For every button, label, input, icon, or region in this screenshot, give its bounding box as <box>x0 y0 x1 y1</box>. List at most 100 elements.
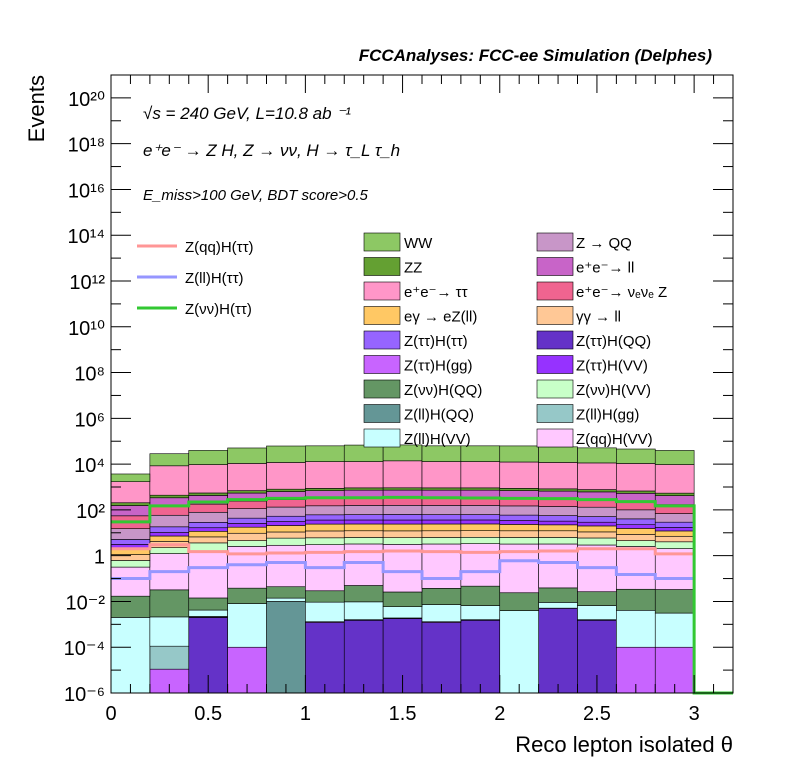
bar-egamma_eZ-7 <box>382 523 423 532</box>
bar-WW-3 <box>227 447 267 464</box>
bar-ZtautauHVV-8 <box>421 519 462 525</box>
legend-swatch-ee_tautau <box>363 281 401 301</box>
bar-ZtautauHtautau-10 <box>499 514 539 521</box>
legend-swatch-ZZ <box>363 257 401 276</box>
legend-swatch-ZnunuHVV <box>536 379 574 399</box>
bar-ZllHVV-2 <box>188 609 228 617</box>
bar-ZtautauHtautau-7 <box>382 514 423 521</box>
bar-ZqqHVV-9 <box>460 543 501 587</box>
legend-label-sig_qq: Z(qq)H(ττ) <box>185 239 254 256</box>
legend-label-sig_ll: Z(ll)H(ττ) <box>185 270 244 287</box>
legend-swatch-ZqqHVV <box>536 428 574 448</box>
legend-label-Z_QQ: Z → QQ <box>576 235 632 252</box>
legend-label-ZtautauHQQ: Z(ττ)H(QQ) <box>576 333 651 350</box>
legend-swatch-ZnunuHQQ <box>363 379 401 399</box>
bar-ZnunuHQQ-3 <box>227 587 267 604</box>
bar-ZnunuHVV-0 <box>110 560 151 568</box>
bar-ee_tautau-11 <box>538 462 578 490</box>
bar-ZtautauHVV-4 <box>266 521 306 526</box>
bar-ZnunuHQQ-13 <box>616 588 656 611</box>
line-sig_ll <box>111 559 695 581</box>
x-tick-label-2: 1 <box>300 703 311 725</box>
legend-label-ZZ: ZZ <box>404 260 422 277</box>
legend-label-ZllHgg: Z(ll)H(gg) <box>576 407 639 424</box>
legend-label-sig_nunu: Z(νν)H(ττ) <box>185 301 252 318</box>
bar-ZtautauHVV-5 <box>305 519 345 525</box>
bar-Z_QQ-8 <box>421 505 462 515</box>
bar-Z_QQ-1 <box>149 514 190 528</box>
bar-ZtautauHtautau-1 <box>149 526 190 533</box>
legend-swatch-Z_QQ <box>536 232 574 252</box>
bar-WW-8 <box>421 445 462 462</box>
bar-ee_tautau-13 <box>616 463 656 492</box>
bar-egamma_eZ-10 <box>499 524 539 532</box>
bar-ee_tautau-5 <box>305 461 345 489</box>
legend-swatch-WW <box>363 232 401 252</box>
bar-ee_tautau-9 <box>460 461 501 489</box>
bar-Z_QQ-11 <box>538 506 578 516</box>
legend-label-ZtautauHtautau: Z(ττ)H(ττ) <box>404 333 468 350</box>
bar-ee_tautau-8 <box>421 461 462 489</box>
bar-WW-13 <box>616 448 656 464</box>
legend-swatch-ZtautauHgg <box>363 355 401 374</box>
bar-ZtautauHVV-3 <box>227 523 267 528</box>
bar-egamma_eZ-5 <box>305 523 345 532</box>
y-tick-label-8: 10¹⁰ <box>68 318 105 340</box>
legend-label-ZllHQQ: Z(ll)H(QQ) <box>404 407 474 424</box>
bar-ZZ-10 <box>499 488 539 491</box>
bar-WW-10 <box>499 445 539 463</box>
bar-ee_nunuZ-5 <box>305 498 345 507</box>
bar-ZtautauHtautau-2 <box>188 522 228 529</box>
bar-WW-5 <box>305 445 345 462</box>
bar-ZnunuHQQ-7 <box>382 591 423 607</box>
annotation-cuts: E_miss>100 GeV, BDT score>0.5 <box>143 187 368 204</box>
bar-WW-12 <box>577 447 617 464</box>
bar-gammagamma_ll-5 <box>305 530 345 539</box>
bar-Z_QQ-0 <box>110 528 151 540</box>
bar-Z_QQ-5 <box>305 505 345 516</box>
bar-ZZ-11 <box>538 488 578 492</box>
bar-ZnunuHQQ-5 <box>305 590 345 603</box>
bar-ZtautauHQQ-5 <box>305 622 345 694</box>
bar-ZllHgg-1 <box>149 645 190 670</box>
bar-ZnunuHVV-1 <box>149 547 190 554</box>
bar-ZnunuHQQ-6 <box>343 585 384 603</box>
bar-Z_QQ-7 <box>382 505 423 515</box>
bar-egamma_eZ-14 <box>654 530 695 537</box>
legend-label-egamma_eZ: eγ → eZ(ll) <box>404 309 477 326</box>
bar-ZtautauHVV-9 <box>460 519 501 525</box>
bar-ee_nunuZ-4 <box>266 499 306 508</box>
y-tick-label-10: 10¹⁴ <box>68 226 106 248</box>
bar-gammagamma_ll-6 <box>343 530 384 538</box>
bar-Z_QQ-12 <box>577 506 617 517</box>
bar-WW-14 <box>654 450 695 465</box>
legend-swatch-ZllHgg <box>536 404 574 423</box>
y-tick-label-2: 10⁻² <box>66 592 106 614</box>
bar-ZtautauHtautau-4 <box>266 515 306 522</box>
bar-ZZ-1 <box>149 494 190 499</box>
bar-gammagamma_ll-13 <box>616 534 656 541</box>
bar-WW-4 <box>266 445 306 463</box>
y-tick-label-11: 10¹⁶ <box>68 180 105 202</box>
bar-ZnunuHVV-12 <box>577 537 617 546</box>
bar-ZtautauHQQ-11 <box>538 608 578 694</box>
bar-gammagamma_ll-4 <box>266 531 306 539</box>
bar-ee_tautau-1 <box>149 465 190 496</box>
bar-ee_nunuZ-2 <box>188 503 228 513</box>
bar-gammagamma_ll-3 <box>227 532 267 541</box>
bar-egamma_eZ-1 <box>149 535 190 542</box>
bar-ZtautauHVV-7 <box>382 519 423 525</box>
y-tick-label-9: 10¹² <box>69 272 105 294</box>
bar-ZnunuHQQ-1 <box>149 589 190 618</box>
bar-ee_ll-14 <box>654 495 695 505</box>
bar-ZqqHVV-13 <box>616 546 656 590</box>
bar-ZllHVV-8 <box>421 604 462 623</box>
bar-gammagamma_ll-7 <box>382 530 423 538</box>
legend-swatch-ZtautauHtautau <box>363 330 401 350</box>
legend-label-ee_ll: e⁺e⁻→ ll <box>576 260 634 277</box>
legend-swatch-gammagamma_ll <box>536 306 574 325</box>
bar-ZtautauHtautau-14 <box>654 521 695 528</box>
bar-egamma_eZ-2 <box>188 530 228 538</box>
bar-ZnunuHVV-6 <box>343 537 384 545</box>
bar-ZtautauHtautau-9 <box>460 514 501 521</box>
